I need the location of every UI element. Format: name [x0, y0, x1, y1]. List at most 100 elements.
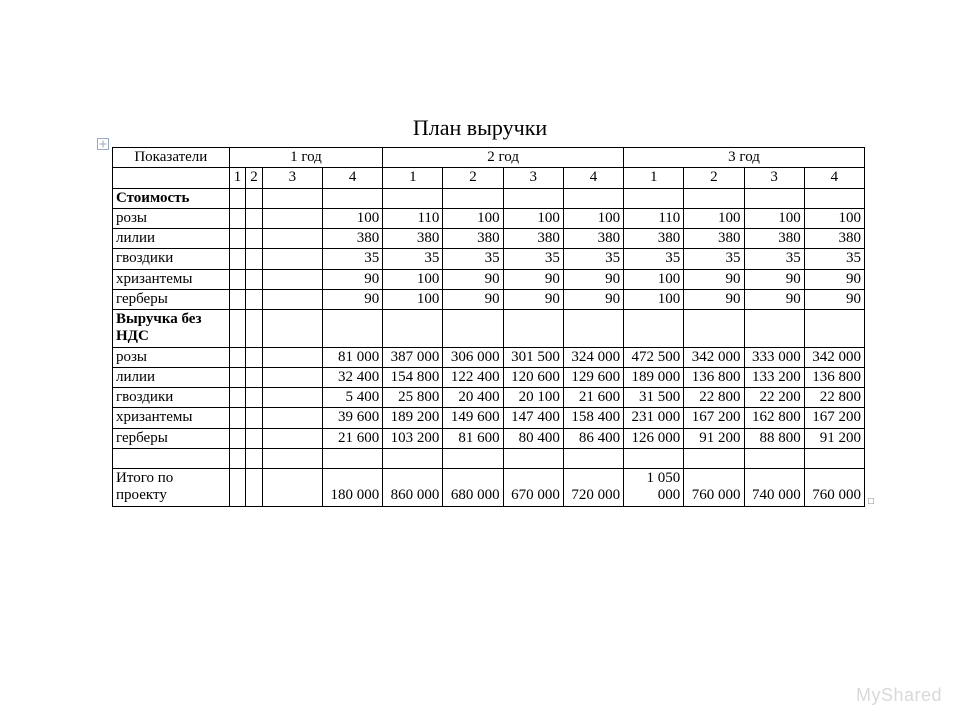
- data-cell: 380: [744, 229, 804, 249]
- total-cell: 180 000: [322, 469, 382, 507]
- data-cell: 35: [624, 249, 684, 269]
- total-cell: [262, 469, 322, 507]
- data-cell: 122 400: [443, 367, 503, 387]
- total-cell: 860 000: [383, 469, 443, 507]
- data-cell: [262, 367, 322, 387]
- data-cell: [262, 388, 322, 408]
- col-header-year1: 1 год: [229, 148, 383, 168]
- col-header-quarter: 1: [229, 168, 246, 188]
- table-row: Итого по проекту180 000860 000680 000670…: [113, 469, 865, 507]
- col-header-year3: 3 год: [624, 148, 865, 168]
- data-cell: [246, 229, 263, 249]
- data-cell: 86 400: [563, 428, 623, 448]
- data-cell: 90: [804, 289, 864, 309]
- total-cell: 670 000: [503, 469, 563, 507]
- data-cell: 380: [383, 229, 443, 249]
- data-cell: 136 800: [684, 367, 744, 387]
- data-cell: 90: [322, 269, 382, 289]
- table-row: хризантемы90100909090100909090: [113, 269, 865, 289]
- data-cell: [262, 428, 322, 448]
- data-cell: 31 500: [624, 388, 684, 408]
- revenue-plan-table: Показатели1 год2 год3 год123412341234Сто…: [112, 147, 865, 507]
- data-cell: 100: [804, 208, 864, 228]
- total-cell: 740 000: [744, 469, 804, 507]
- data-cell: 342 000: [684, 347, 744, 367]
- data-cell: [246, 289, 263, 309]
- table-row: гвоздики353535353535353535: [113, 249, 865, 269]
- data-cell: 35: [322, 249, 382, 269]
- row-label: гвоздики: [113, 388, 230, 408]
- data-cell: 301 500: [503, 347, 563, 367]
- total-cell: 680 000: [443, 469, 503, 507]
- data-cell: 126 000: [624, 428, 684, 448]
- data-cell: 100: [383, 289, 443, 309]
- table-row: Стоимость: [113, 188, 865, 208]
- data-cell: 380: [322, 229, 382, 249]
- data-cell: 231 000: [624, 408, 684, 428]
- data-cell: [246, 269, 263, 289]
- data-cell: 100: [624, 289, 684, 309]
- table-row: розы100110100100100110100100100: [113, 208, 865, 228]
- row-label: герберы: [113, 289, 230, 309]
- page-title: План выручки: [0, 0, 960, 147]
- data-cell: 80 400: [503, 428, 563, 448]
- data-cell: 91 200: [684, 428, 744, 448]
- col-header-quarter: 3: [262, 168, 322, 188]
- col-header-quarter: 3: [744, 168, 804, 188]
- data-cell: 90: [744, 269, 804, 289]
- data-cell: [262, 269, 322, 289]
- data-cell: 333 000: [744, 347, 804, 367]
- table-row: Показатели1 год2 год3 год: [113, 148, 865, 168]
- table-row: хризантемы39 600189 200149 600147 400158…: [113, 408, 865, 428]
- total-cell: [246, 469, 263, 507]
- data-cell: 35: [804, 249, 864, 269]
- data-cell: 342 000: [804, 347, 864, 367]
- data-cell: 88 800: [744, 428, 804, 448]
- col-header-quarter: 1: [383, 168, 443, 188]
- data-cell: 158 400: [563, 408, 623, 428]
- data-cell: 5 400: [322, 388, 382, 408]
- col-header-quarter: 4: [804, 168, 864, 188]
- row-label: розы: [113, 347, 230, 367]
- data-cell: [246, 388, 263, 408]
- col-header-year2: 2 год: [383, 148, 624, 168]
- row-label: хризантемы: [113, 269, 230, 289]
- row-label: хризантемы: [113, 408, 230, 428]
- col-header-quarter: 2: [443, 168, 503, 188]
- table-row: Выручка без НДС: [113, 310, 865, 348]
- data-cell: 324 000: [563, 347, 623, 367]
- data-cell: [246, 428, 263, 448]
- section-label: Стоимость: [113, 188, 230, 208]
- data-cell: 90: [744, 289, 804, 309]
- data-cell: [229, 229, 246, 249]
- data-cell: 21 600: [563, 388, 623, 408]
- total-cell: 760 000: [804, 469, 864, 507]
- row-label: лилии: [113, 229, 230, 249]
- table-row: лилии380380380380380380380380380: [113, 229, 865, 249]
- table-row: 123412341234: [113, 168, 865, 188]
- data-cell: 100: [322, 208, 382, 228]
- data-cell: [262, 408, 322, 428]
- data-cell: 100: [503, 208, 563, 228]
- data-cell: [262, 249, 322, 269]
- data-cell: [229, 269, 246, 289]
- data-cell: 35: [383, 249, 443, 269]
- data-cell: 120 600: [503, 367, 563, 387]
- col-header-indicators: Показатели: [113, 148, 230, 168]
- data-cell: 189 200: [383, 408, 443, 428]
- data-cell: 90: [322, 289, 382, 309]
- row-label: гвоздики: [113, 249, 230, 269]
- section-end-mark: □: [868, 496, 874, 507]
- total-cell: 720 000: [563, 469, 623, 507]
- data-cell: [246, 249, 263, 269]
- data-cell: 35: [684, 249, 744, 269]
- data-cell: 380: [503, 229, 563, 249]
- data-cell: 35: [443, 249, 503, 269]
- data-cell: [229, 289, 246, 309]
- data-cell: 22 800: [684, 388, 744, 408]
- data-cell: 25 800: [383, 388, 443, 408]
- data-cell: 110: [624, 208, 684, 228]
- data-cell: 110: [383, 208, 443, 228]
- data-cell: 136 800: [804, 367, 864, 387]
- data-cell: 20 100: [503, 388, 563, 408]
